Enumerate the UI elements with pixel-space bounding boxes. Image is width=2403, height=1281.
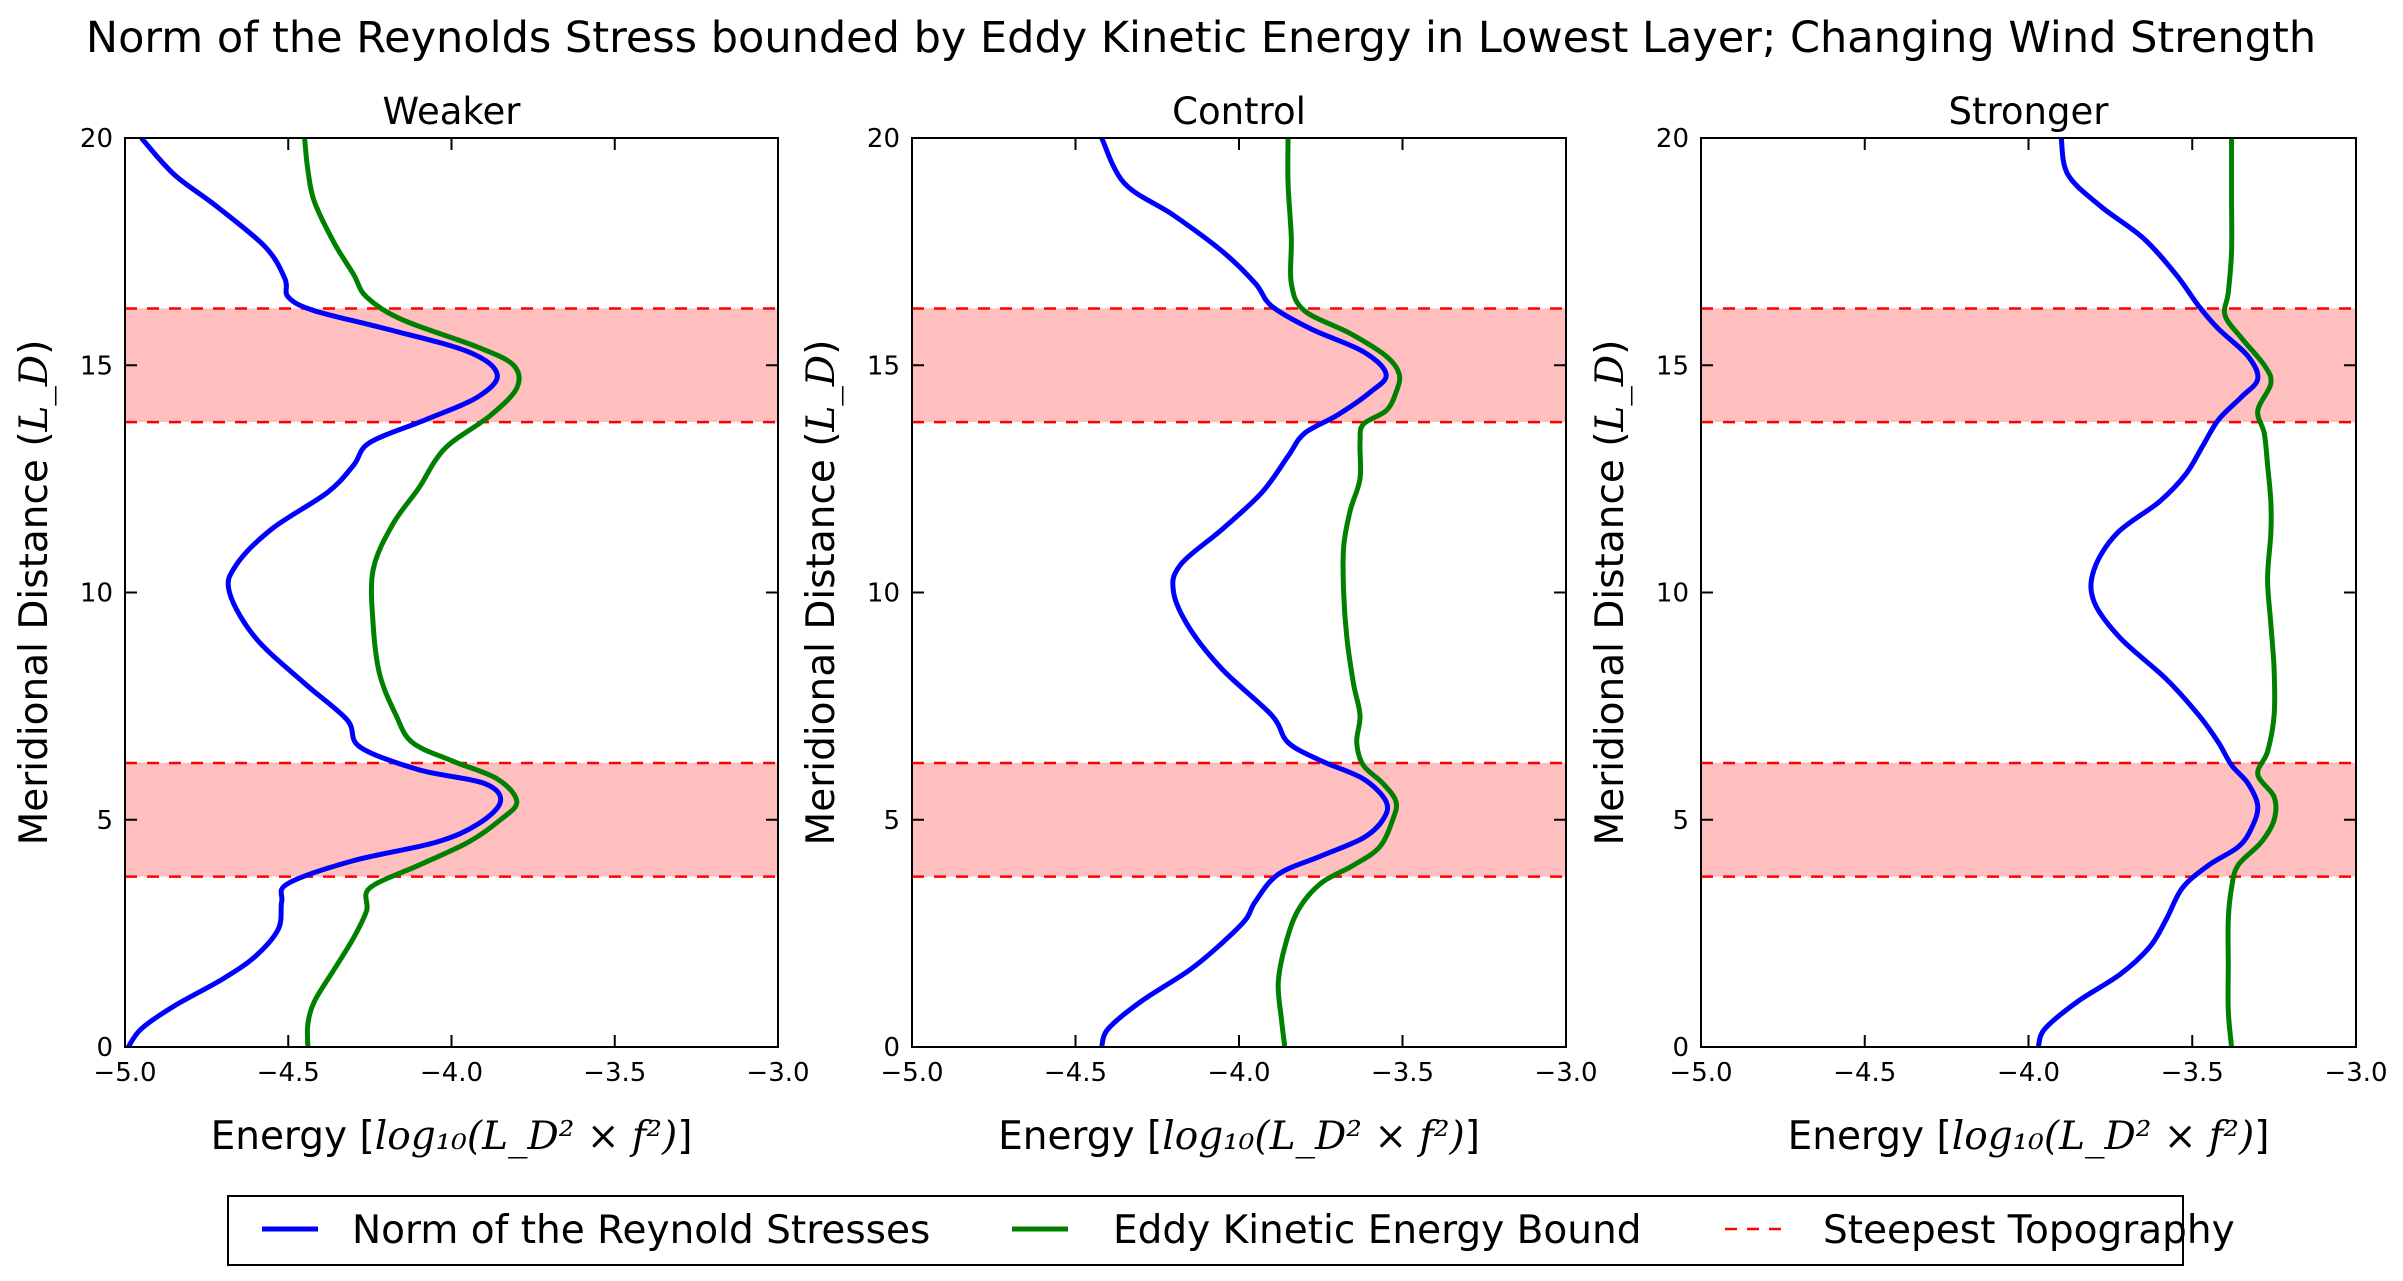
- y-tick-label: 10: [1656, 579, 1689, 609]
- x-axis-label: Energy [log₁₀(L_D² × f²)]: [1788, 1114, 2270, 1159]
- y-tick-label: 10: [867, 579, 900, 609]
- topography-band-1: [125, 308, 778, 423]
- figure-title: Norm of the Reynolds Stress bounded by E…: [86, 13, 2316, 63]
- x-tick-label: −3.5: [2161, 1058, 2224, 1088]
- panel-2: −5.0 −4.5 −4.0 −3.5 −3.0 0 5 10 15 20 Stronger Ener…: [1588, 90, 2388, 1159]
- y-axis-label: Meridional Distance (L_D): [12, 340, 57, 846]
- eke-bound-line: [302, 138, 522, 1047]
- y-tick-label: 20: [867, 124, 900, 154]
- topography-band-0: [912, 762, 1566, 877]
- x-tick-label: −4.5: [1044, 1058, 1107, 1088]
- x-tick-label: −4.5: [1833, 1058, 1896, 1088]
- x-tick-label: −3.5: [1371, 1058, 1434, 1088]
- x-tick-label: −5.0: [880, 1058, 943, 1088]
- y-tick-label: 10: [80, 579, 113, 609]
- topography-band-1: [1701, 308, 2356, 423]
- eke-bound-line: [1275, 138, 1403, 1047]
- y-tick-label: 0: [96, 1033, 113, 1063]
- x-tick-label: −4.0: [1207, 1058, 1270, 1088]
- panel-1: −5.0 −4.5 −4.0 −3.5 −3.0 0 5 10 15 20 Control Energ…: [799, 90, 1598, 1159]
- plot-lines: [125, 138, 778, 1047]
- y-tick-label: 20: [1656, 124, 1689, 154]
- x-tick-label: −5.0: [1669, 1058, 1732, 1088]
- y-tick-label: 0: [1672, 1033, 1689, 1063]
- y-tick-label: 5: [1672, 806, 1689, 836]
- reynolds-stress-line: [126, 138, 504, 1047]
- subplots: −5.0 −4.5 −4.0 −3.5 −3.0 0 5 10 15 20 Weaker Energy…: [12, 90, 2388, 1159]
- y-tick-label: 0: [883, 1033, 900, 1063]
- y-tick-label: 15: [867, 351, 900, 381]
- legend-label-eke: Eddy Kinetic Energy Bound: [1113, 1208, 1641, 1253]
- x-axis-label: Energy [log₁₀(L_D² × f²)]: [998, 1114, 1480, 1159]
- x-axis-label: Energy [log₁₀(L_D² × f²)]: [211, 1114, 693, 1159]
- x-tick-label: −4.0: [420, 1058, 483, 1088]
- topography-band-1: [912, 308, 1566, 423]
- plot-area: [125, 138, 778, 1047]
- y-tick-label: 5: [883, 806, 900, 836]
- reynolds-stress-line: [2035, 138, 2261, 1047]
- x-tick-label: −5.0: [93, 1058, 156, 1088]
- legend-frame: [227, 1195, 2184, 1266]
- y-axis-label: Meridional Distance (L_D): [799, 340, 844, 846]
- plot-area: [912, 138, 1566, 1047]
- y-axis-label: Meridional Distance (L_D): [1588, 340, 1633, 846]
- y-tick-label: 15: [80, 351, 113, 381]
- y-tick-label: 20: [80, 124, 113, 154]
- x-tick-label: −3.0: [1534, 1058, 1597, 1088]
- plot-lines: [912, 138, 1566, 1047]
- y-tick-label: 15: [1656, 351, 1689, 381]
- plot-lines: [1701, 138, 2356, 1047]
- panel-title: Stronger: [1949, 90, 2110, 133]
- x-tick-label: −4.0: [1997, 1058, 2060, 1088]
- legend-label-topography: Steepest Topography: [1823, 1208, 2235, 1253]
- legend-label-reynolds: Norm of the Reynold Stresses: [352, 1208, 930, 1253]
- reynolds-stress-line: [1099, 138, 1391, 1047]
- x-tick-label: −3.0: [746, 1058, 809, 1088]
- panel-0: −5.0 −4.5 −4.0 −3.5 −3.0 0 5 10 15 20 Weaker Energy…: [12, 90, 810, 1159]
- x-tick-label: −4.5: [257, 1058, 320, 1088]
- y-tick-label: 5: [96, 806, 113, 836]
- legend: Norm of the Reynold Stresses Eddy Kineti…: [227, 1195, 2235, 1266]
- panel-title: Weaker: [383, 90, 522, 133]
- x-tick-label: −3.5: [583, 1058, 646, 1088]
- eke-bound-line: [2221, 138, 2279, 1047]
- topography-band-0: [125, 762, 778, 877]
- plot-area: [1701, 138, 2356, 1047]
- panel-title: Control: [1172, 90, 1306, 133]
- x-tick-label: −3.0: [2324, 1058, 2387, 1088]
